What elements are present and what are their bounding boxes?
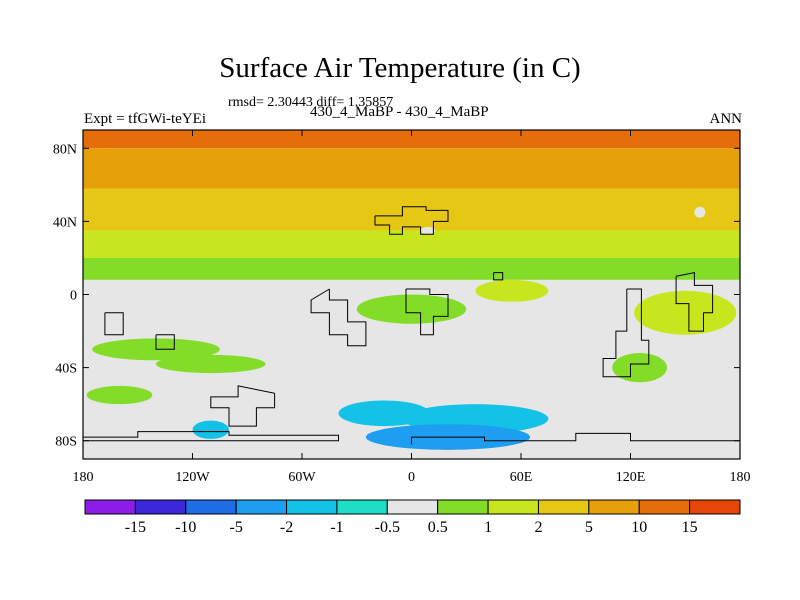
temperature-anomaly-patch (420, 226, 436, 235)
temperature-anomaly-patch (475, 279, 549, 302)
lat-tick-label: 40S (55, 362, 77, 377)
coastline (405, 288, 449, 336)
coastline (675, 271, 714, 332)
colorbar-swatch (336, 499, 388, 515)
colorbar-swatch (286, 499, 338, 515)
colorbar-swatch (185, 499, 237, 515)
lon-tick-label: 120E (616, 470, 646, 485)
coastline (210, 385, 276, 427)
coastline (310, 288, 367, 347)
season-label: ANN (709, 111, 743, 127)
colorbar-label: 5 (585, 519, 593, 536)
colorbar-label: -0.5 (375, 519, 400, 536)
colorbar-label: 15 (682, 519, 698, 536)
temperature-anomaly-patch (86, 385, 153, 405)
coastline (104, 312, 124, 336)
lon-tick-label: 180 (730, 470, 751, 485)
colorbar-label: -1 (330, 519, 343, 536)
temperature-anomaly-patch (192, 420, 229, 439)
lat-tick-label: 80S (55, 435, 77, 450)
colorbar-label: 10 (631, 519, 647, 536)
lon-tick-label: 60W (288, 470, 316, 485)
temperature-anomaly-patch (612, 352, 667, 383)
coastline (83, 431, 339, 442)
colorbar-swatch (537, 499, 590, 515)
colorbar-swatch (235, 499, 288, 515)
colorbar-label: -10 (175, 519, 196, 536)
lon-tick-label: 60E (510, 470, 533, 485)
figure-title: Surface Air Temperature (in C) (219, 52, 581, 84)
experiment-label: Expt = tfGWi-teYEi (84, 111, 206, 127)
coastline (493, 272, 504, 281)
colorbar-swatch (588, 499, 640, 515)
lon-tick-label: 120W (175, 470, 210, 485)
temperature-anomaly-patch (694, 206, 706, 218)
colorbar-swatch (638, 499, 691, 515)
temperature-band (83, 257, 740, 280)
temperature-band (83, 148, 740, 189)
temperature-anomaly-patch (156, 354, 266, 374)
colorbar-label: -5 (229, 519, 242, 536)
lat-tick-label: 0 (70, 289, 77, 304)
lon-tick-label: 180 (73, 470, 94, 485)
coastline (411, 432, 740, 445)
colorbar-swatch (487, 499, 539, 515)
lat-tick-label: 80N (53, 142, 77, 157)
temperature-band (83, 230, 740, 258)
colorbar-swatch (386, 499, 439, 515)
rmsd-diff-stats: rmsd= 2.30443 diff= 1.35857 (228, 95, 394, 110)
colorbar-label: 1 (484, 519, 492, 536)
colorbar-swatch (437, 499, 489, 515)
temperature-anomaly-patch (634, 290, 737, 335)
colorbar-label: -15 (125, 519, 146, 536)
colorbar-swatch (84, 499, 136, 515)
temperature-band (83, 130, 740, 149)
colorbar-swatch (689, 499, 741, 515)
coastline (374, 206, 449, 235)
colorbar-label: 2 (534, 519, 542, 536)
colorbar-label: -2 (280, 519, 293, 536)
temperature-band (83, 188, 740, 231)
colorbar-swatch (134, 499, 187, 515)
comparison-label: 430_4_MaBP - 430_4_MaBP (310, 104, 489, 120)
colorbar-label: 0.5 (428, 519, 448, 536)
coastline (155, 334, 175, 350)
coastline (602, 288, 650, 378)
lon-tick-label: 0 (408, 470, 415, 485)
lat-tick-label: 40N (53, 215, 77, 230)
